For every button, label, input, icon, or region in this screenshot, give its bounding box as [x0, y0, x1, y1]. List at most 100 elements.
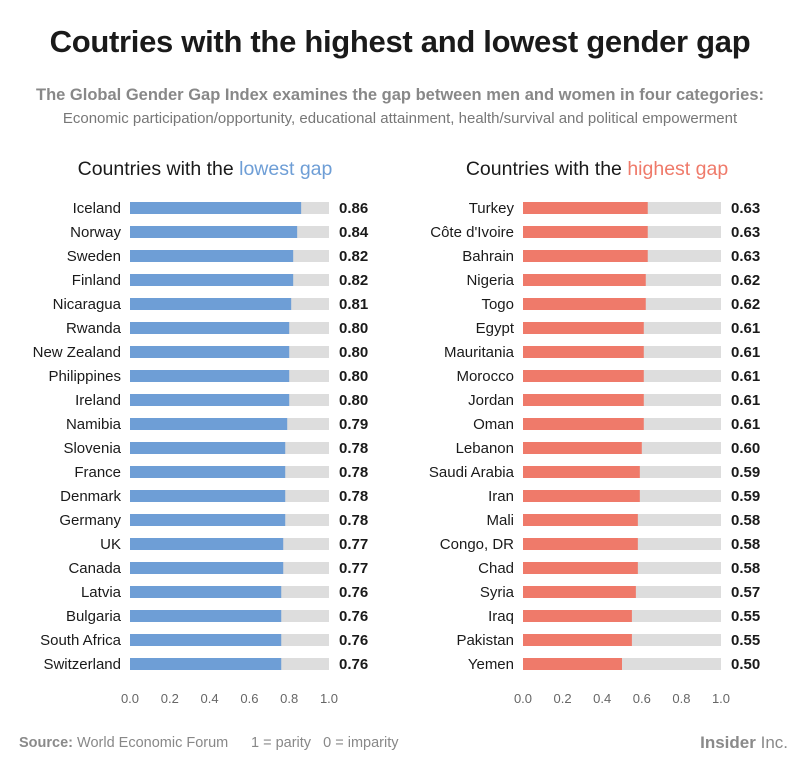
highest-value-label: 0.55 [731, 608, 760, 625]
lowest-gap-panel-title: Countries with the lowest gap [40, 158, 370, 181]
lowest-bar [130, 370, 290, 382]
highest-value-label: 0.50 [731, 656, 760, 673]
lowest-value-label: 0.76 [339, 632, 368, 649]
highest-category-label: Turkey [469, 200, 515, 217]
lowest-category-label: South Africa [40, 632, 122, 649]
highest-category-label: Lebanon [456, 440, 514, 457]
highest-category-label: Nigeria [466, 272, 514, 289]
lowest-x-tick-label: 0.4 [201, 691, 219, 706]
lowest-bar [130, 586, 282, 598]
highest-x-tick-label: 0.4 [593, 691, 611, 706]
lowest-x-tick-label: 0.6 [240, 691, 258, 706]
highest-category-label: Iraq [488, 608, 514, 625]
highest-bar [523, 274, 646, 286]
highest-bar [523, 202, 648, 214]
lowest-bar [130, 322, 290, 334]
highest-value-label: 0.63 [731, 200, 760, 217]
lowest-bar [130, 418, 288, 430]
highest-bar [523, 658, 622, 670]
highest-value-label: 0.63 [731, 224, 760, 241]
highest-category-label: Yemen [468, 656, 514, 673]
lowest-category-label: Latvia [81, 584, 122, 601]
lowest-value-label: 0.78 [339, 512, 368, 529]
highest-category-label: Iran [488, 488, 514, 505]
highest-category-label: Egypt [476, 320, 515, 337]
highest-category-label: Oman [473, 416, 514, 433]
lowest-bar [130, 442, 286, 454]
highest-bar [523, 514, 638, 526]
highest-x-tick-label: 0.8 [672, 691, 690, 706]
highest-x-tick-label: 1.0 [712, 691, 730, 706]
highest-bar [523, 442, 642, 454]
highest-bar [523, 298, 646, 310]
lowest-x-tick-label: 1.0 [320, 691, 338, 706]
highest-gap-panel-title: Countries with the highest gap [432, 158, 762, 181]
highest-x-tick-label: 0.2 [554, 691, 572, 706]
lowest-value-label: 0.77 [339, 536, 368, 553]
lowest-category-label: Rwanda [66, 320, 122, 337]
highest-value-label: 0.62 [731, 296, 760, 313]
lowest-value-label: 0.82 [339, 272, 368, 289]
lowest-bar [130, 226, 298, 238]
lowest-value-label: 0.78 [339, 440, 368, 457]
source-text: World Economic Forum [73, 735, 229, 751]
highest-bar [523, 346, 644, 358]
lowest-category-label: Denmark [60, 488, 121, 505]
brand-logo: Insider Inc. [700, 733, 788, 753]
lowest-category-label: Finland [72, 272, 121, 289]
lowest-bar [130, 490, 286, 502]
highest-category-label: Saudi Arabia [429, 464, 515, 481]
highest-value-label: 0.59 [731, 488, 760, 505]
lowest-bar [130, 466, 286, 478]
highest-bar [523, 370, 644, 382]
highest-value-label: 0.59 [731, 464, 760, 481]
chart-subtitle-detail: Economic participation/opportunity, educ… [62, 110, 738, 127]
lowest-value-label: 0.76 [339, 608, 368, 625]
lowest-bar [130, 250, 294, 262]
highest-value-label: 0.57 [731, 584, 760, 601]
highest-category-label: Congo, DR [440, 536, 514, 553]
lowest-value-label: 0.82 [339, 248, 368, 265]
brand-suffix: Inc. [755, 733, 788, 752]
highest-category-label: Mali [486, 512, 514, 529]
highest-bar [523, 322, 644, 334]
highest-category-label: Bahrain [462, 248, 514, 265]
highest-bar [523, 466, 640, 478]
lowest-bar [130, 202, 302, 214]
highest-category-label: Togo [481, 296, 514, 313]
chart-title: Coutries with the highest and lowest gen… [49, 24, 751, 59]
lowest-x-tick-label: 0.0 [121, 691, 139, 706]
lowest-value-label: 0.77 [339, 560, 368, 577]
highest-bar [523, 562, 638, 574]
highest-value-label: 0.60 [731, 440, 760, 457]
lowest-category-label: Nicaragua [53, 296, 122, 313]
lowest-value-label: 0.80 [339, 392, 368, 409]
highest-category-label: Syria [480, 584, 515, 601]
lowest-category-label: Namibia [66, 416, 122, 433]
highest-x-tick-label: 0.6 [633, 691, 651, 706]
lowest-value-label: 0.78 [339, 488, 368, 505]
highest-gap-title-prefix: Countries with the [465, 158, 628, 180]
lowest-category-label: Switzerland [43, 656, 121, 673]
highest-category-label: Pakistan [456, 632, 514, 649]
lowest-value-label: 0.86 [339, 200, 368, 217]
highest-value-label: 0.61 [731, 344, 760, 361]
chart-subtitle: The Global Gender Gap Index examines the… [36, 86, 764, 104]
lowest-category-label: Slovenia [63, 440, 121, 457]
parity-note: 1 = parity 0 = imparity [251, 735, 399, 751]
lowest-category-label: France [74, 464, 121, 481]
lowest-category-label: UK [100, 536, 121, 553]
highest-bar [523, 226, 648, 238]
highest-bar [523, 394, 644, 406]
lowest-bar [130, 562, 284, 574]
lowest-value-label: 0.81 [339, 296, 368, 313]
lowest-bar [130, 298, 292, 310]
highest-bar [523, 250, 648, 262]
lowest-bar [130, 514, 286, 526]
lowest-gap-title-prefix: Countries with the [77, 158, 240, 180]
lowest-bar [130, 346, 290, 358]
lowest-category-label: New Zealand [33, 344, 121, 361]
highest-value-label: 0.58 [731, 512, 760, 529]
highest-bar [523, 634, 632, 646]
highest-gap-title-highlight: highest gap [627, 158, 729, 180]
